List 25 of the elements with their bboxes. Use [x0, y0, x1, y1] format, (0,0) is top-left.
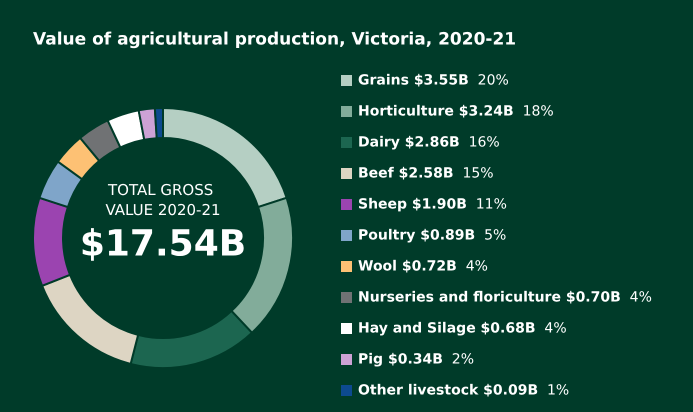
- data-label: 4%: [536, 320, 567, 336]
- legend-label: Hay and Silage $0.68B: [358, 320, 536, 336]
- legend-label: Other livestock $0.09B: [358, 382, 538, 398]
- legend-label: Poultry $0.89B: [358, 228, 476, 244]
- data-label: 2%: [442, 352, 474, 368]
- legend-label: Dairy $2.86B: [358, 134, 460, 150]
- data-label: 18%: [514, 104, 554, 120]
- legend-label: Horticulture $3.24B: [358, 104, 514, 120]
- legend-label: Grains $3.55B: [358, 72, 469, 88]
- text: $17.54B: [80, 224, 246, 264]
- text: TOTAL GROSS VALUE 2020-21: [105, 181, 221, 219]
- data-label: 20%: [468, 72, 509, 88]
- data-label: 5%: [475, 228, 506, 244]
- data-label: 4%: [620, 290, 652, 306]
- chart-title: Value of agricultural production, Victoria, 2020-21: [33, 30, 516, 50]
- legend-label: Wool $0.72B: [358, 258, 457, 274]
- data-label: 16%: [460, 134, 500, 150]
- legend-label: Beef $2.58B: [358, 166, 454, 182]
- data-label: 1%: [538, 382, 570, 398]
- legend-label: Pig $0.34B: [358, 352, 443, 368]
- legend-label: Sheep $1.90B: [358, 196, 467, 212]
- data-label: 4%: [456, 258, 488, 274]
- legend-label: Nurseries and floriculture $0.70B: [358, 290, 621, 306]
- data-label: 11%: [466, 196, 507, 212]
- data-label: 15%: [454, 166, 494, 182]
